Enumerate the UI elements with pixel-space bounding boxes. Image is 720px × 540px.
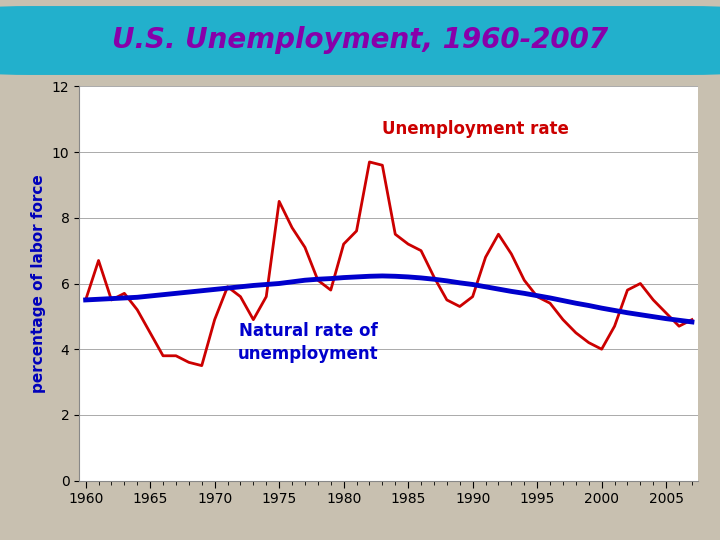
Text: U.S. Unemployment, 1960-2007: U.S. Unemployment, 1960-2007 — [112, 26, 608, 55]
Y-axis label: percentage of labor force: percentage of labor force — [31, 174, 46, 393]
Text: Natural rate of
unemployment: Natural rate of unemployment — [238, 322, 379, 363]
FancyBboxPatch shape — [0, 6, 720, 75]
Text: Unemployment rate: Unemployment rate — [382, 120, 569, 138]
